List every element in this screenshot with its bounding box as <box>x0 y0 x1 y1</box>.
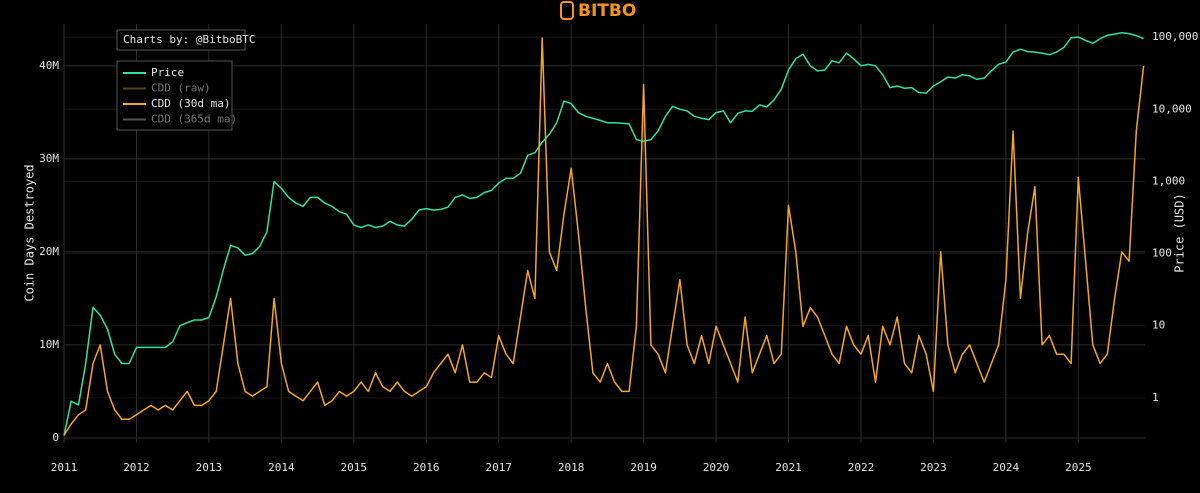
x-tick-label: 2014 <box>268 461 295 474</box>
y-tick-label: 30M <box>39 152 59 165</box>
annotation: Charts by: @BitboBTC <box>123 33 255 46</box>
legend: Price CDD (raw) CDD (30d ma) CDD (365d ma) <box>123 66 237 126</box>
x-tick-label: 2023 <box>920 461 947 474</box>
y-axis-title: Coin Days Destroyed <box>23 164 37 301</box>
y2-tick-label: 10 <box>1152 319 1165 332</box>
y-tick-label: 10M <box>39 338 59 351</box>
logo-icon <box>560 1 574 20</box>
y2-tick-label: 1,000 <box>1152 174 1185 187</box>
x-tick-label: 2019 <box>630 461 657 474</box>
y2-tick-label: 100 <box>1152 247 1172 260</box>
x-tick-label: 2022 <box>848 461 875 474</box>
x-tick-label: 2020 <box>703 461 730 474</box>
legend-label: CDD (30d ma) <box>151 97 230 110</box>
series-line <box>63 37 1145 436</box>
y2-tick-label: 10,000 <box>1152 102 1192 115</box>
x-tick-label: 2025 <box>1065 461 1092 474</box>
x-tick-label: 2015 <box>341 461 368 474</box>
axes: 2011 2012 2013 2014 2015 2016 2017 2018 2019 2020… <box>39 30 1198 474</box>
x-tick-label: 2011 <box>51 461 78 474</box>
y-tick-label: 20M <box>39 245 59 258</box>
y2-tick-label: 100,000 <box>1152 30 1198 43</box>
x-tick-label: 2018 <box>558 461 585 474</box>
y-tick-label: 0 <box>52 431 59 444</box>
plot <box>63 31 1145 436</box>
legend-label: CDD (365d ma) <box>151 113 237 126</box>
logo: BITBO <box>560 1 636 21</box>
y-tick-label: 40M <box>39 59 59 72</box>
y2-axis-title: Price (USD) <box>1173 193 1187 272</box>
y2-tick-label: 1 <box>1152 391 1159 404</box>
x-tick-label: 2024 <box>993 461 1020 474</box>
x-tick-label: 2016 <box>413 461 440 474</box>
annotation-box <box>116 29 246 51</box>
legend-label: Price <box>151 66 184 79</box>
series-line <box>63 31 1144 436</box>
legend-label: CDD (raw) <box>151 82 211 95</box>
x-tick-label: 2021 <box>775 461 802 474</box>
x-tick-label: 2012 <box>123 461 150 474</box>
x-tick-label: 2017 <box>485 461 512 474</box>
x-tick-label: 2013 <box>196 461 223 474</box>
logo-text: BITBO <box>578 1 636 21</box>
